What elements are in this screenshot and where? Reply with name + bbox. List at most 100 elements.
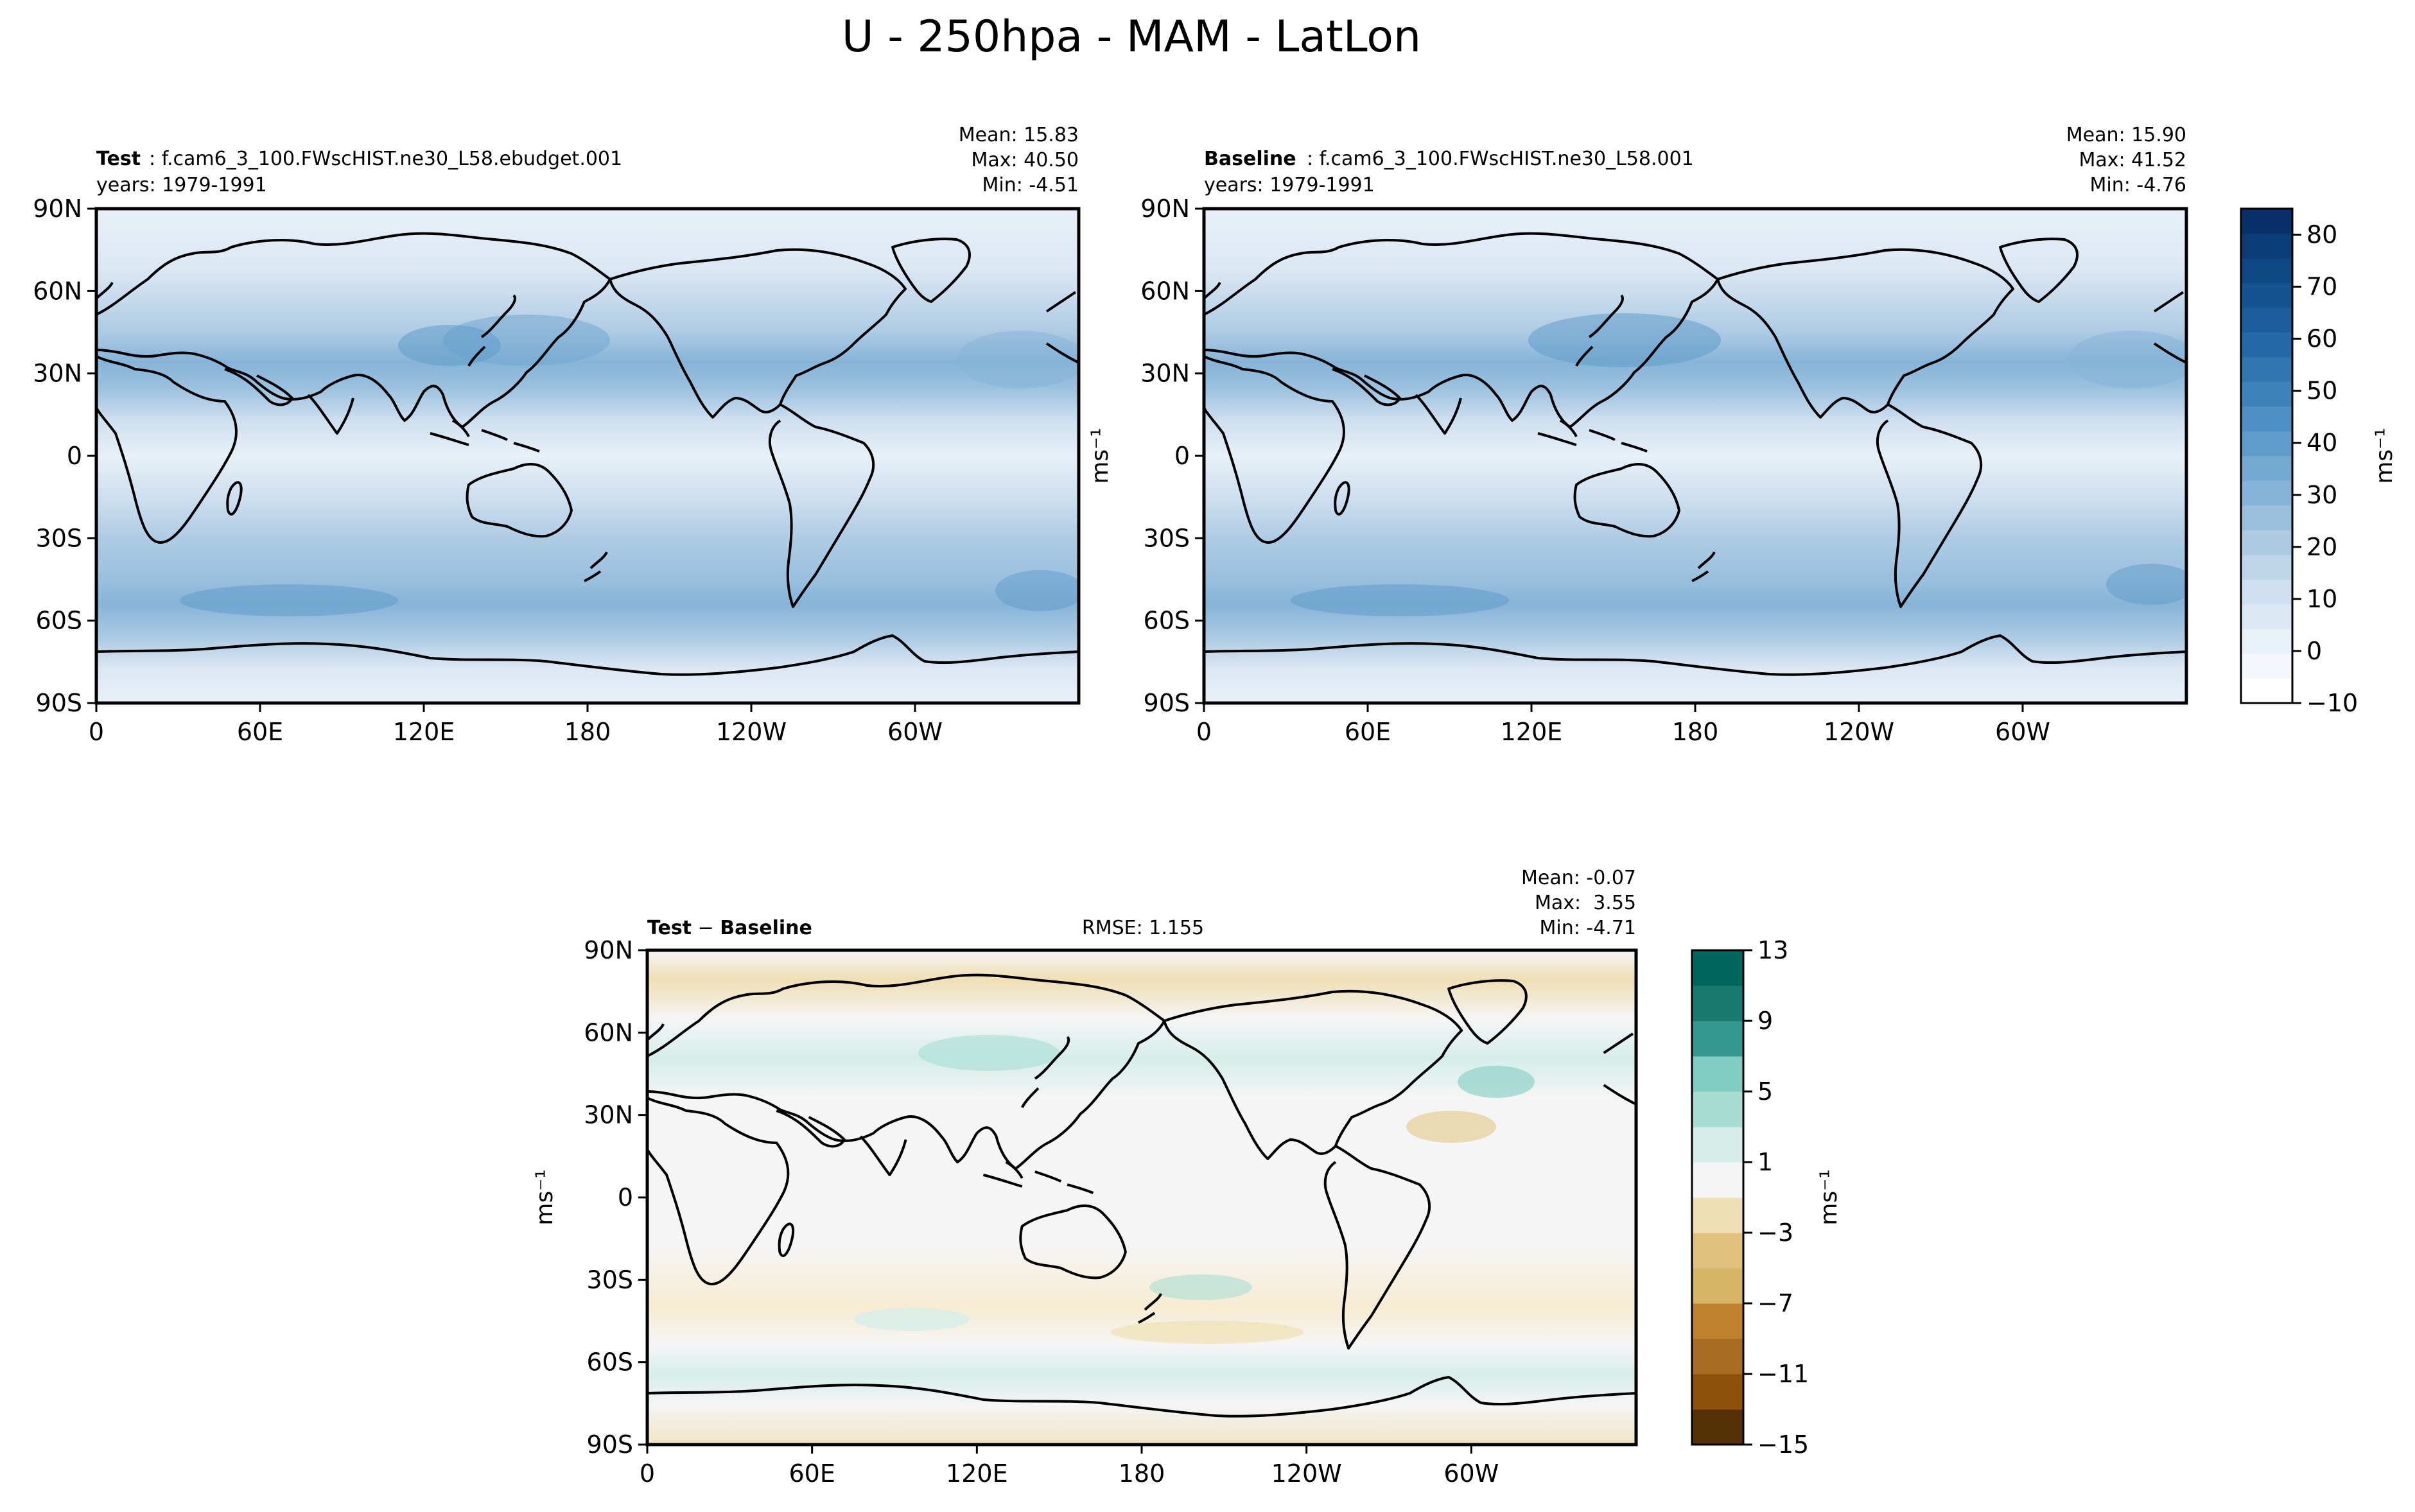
colorbar-tick-label: −3 bbox=[1757, 1219, 1793, 1247]
colorbar-segment bbox=[2241, 480, 2292, 506]
diff-label-baseline: Baseline bbox=[720, 917, 812, 939]
test-field bbox=[96, 209, 1079, 703]
colorbar-tick-label: −10 bbox=[2306, 689, 2358, 717]
colorbar-segment bbox=[2241, 209, 2292, 234]
x-tick-label: 120E bbox=[393, 718, 455, 746]
colorbar-segment bbox=[2241, 258, 2292, 283]
test-panel: Test : f.cam6_3_100.FWscHIST.ne30_L58.eb… bbox=[33, 124, 1081, 746]
diff-rmse: RMSE: 1.155 bbox=[1082, 917, 1204, 939]
colorbar-tick-label: 9 bbox=[1757, 1007, 1773, 1035]
colorbar-segment bbox=[1692, 1409, 1743, 1445]
top-colorbar-units: ms⁻¹ bbox=[2371, 428, 2398, 483]
test-label-case: : f.cam6_3_100.FWscHIST.ne30_L58.ebudget… bbox=[149, 148, 622, 170]
diff-xticks: 0 60E 120E 180 120W 60W bbox=[640, 1445, 1499, 1488]
diff-blob-3 bbox=[1406, 1111, 1496, 1143]
x-tick-label: 60W bbox=[1995, 718, 2050, 746]
colorbar-tick-label: 20 bbox=[2306, 533, 2337, 561]
y-tick-label: 60S bbox=[36, 607, 82, 635]
diff-left-units-label: ms⁻¹ bbox=[532, 1169, 558, 1225]
colorbar-tick-label: 10 bbox=[2306, 585, 2337, 613]
test-label-bold: Test bbox=[96, 148, 141, 170]
colorbar-tick-label: −15 bbox=[1757, 1430, 1809, 1459]
colorbar-frame bbox=[1691, 949, 1745, 1446]
test-jet-core-atlantic bbox=[957, 331, 1079, 388]
test-xticks: 0 60E 120E 180 120W 60W bbox=[89, 703, 943, 746]
y-tick-label: 30N bbox=[1140, 360, 1190, 388]
diff-field bbox=[647, 950, 1636, 1445]
colorbar-segment bbox=[2241, 604, 2292, 629]
colorbar-segment bbox=[2241, 381, 2292, 407]
x-tick-label: 60E bbox=[1345, 718, 1391, 746]
y-tick-label: 30S bbox=[36, 524, 82, 552]
baseline-yticks: 90N 60N 30N 0 30S 60S 90S bbox=[1140, 195, 1204, 717]
colorbar-segment bbox=[1692, 1056, 1743, 1092]
colorbar-tick-label: 30 bbox=[2306, 481, 2337, 509]
baseline-jet-core-south-atl bbox=[2106, 564, 2186, 605]
colorbar-segment bbox=[2241, 555, 2292, 580]
x-tick-label: 120W bbox=[1824, 718, 1894, 746]
colorbar-segment bbox=[1692, 1233, 1743, 1269]
test-jet-core-south bbox=[180, 584, 398, 616]
top-colorbar: 80 70 60 50 40 30 20 10 0 −10 bbox=[2240, 207, 2358, 717]
diff-blob-2 bbox=[1458, 1066, 1535, 1098]
diff-min: Min: -4.71 bbox=[1540, 917, 1637, 939]
colorbar-segment bbox=[1692, 1339, 1743, 1375]
colorbar-tick-label: −11 bbox=[1757, 1360, 1809, 1388]
colorbar-segment bbox=[2241, 282, 2292, 308]
baseline-mean: Mean: 15.90 bbox=[2066, 124, 2186, 146]
test-jet-core-asia bbox=[398, 325, 501, 366]
test-max: Max: 40.50 bbox=[971, 149, 1079, 171]
colorbar-segment bbox=[1692, 1162, 1743, 1198]
colorbar-segment bbox=[2241, 332, 2292, 358]
colorbar-tick-label: 60 bbox=[2306, 325, 2337, 353]
diff-mean: Mean: -0.07 bbox=[1521, 867, 1636, 889]
colorbar-tick-label: −7 bbox=[1757, 1289, 1793, 1317]
difference-panel: Test − Baseline RMSE: 1.155 Mean: -0.07 … bbox=[584, 867, 1638, 1488]
test-yticks: 90N 60N 30N 0 30S 60S 90S bbox=[33, 195, 96, 717]
x-tick-label: 0 bbox=[640, 1459, 655, 1488]
diff-label-test: Test bbox=[647, 917, 692, 939]
y-tick-label: 30S bbox=[1144, 524, 1190, 552]
colorbar-tick-label: 70 bbox=[2306, 273, 2337, 301]
y-tick-label: 60S bbox=[1144, 607, 1190, 635]
colorbar-segment bbox=[2241, 456, 2292, 481]
baseline-max: Max: 41.52 bbox=[2079, 149, 2186, 171]
colorbar-segment bbox=[1692, 1091, 1743, 1127]
y-tick-label: 0 bbox=[1174, 442, 1190, 470]
baseline-xticks: 0 60E 120E 180 120W 60W bbox=[1196, 703, 2050, 746]
colorbar-segment bbox=[1692, 950, 1743, 986]
colorbar-tick-label: 0 bbox=[2306, 637, 2322, 665]
test-min: Min: -4.51 bbox=[982, 174, 1079, 196]
colorbar-segment bbox=[2241, 431, 2292, 456]
colorbar-segment bbox=[2241, 308, 2292, 333]
colorbar-segment bbox=[2241, 530, 2292, 555]
y-tick-label: 0 bbox=[618, 1183, 633, 1212]
colorbar-tick-label: 50 bbox=[2306, 377, 2337, 405]
colorbar-tick-label: 80 bbox=[2306, 221, 2337, 249]
test-jet-core-south-atl bbox=[995, 570, 1079, 611]
baseline-years: years: 1979-1991 bbox=[1204, 174, 1375, 196]
colorbar-segment bbox=[2241, 678, 2292, 704]
colorbar-tick-label: 1 bbox=[1757, 1148, 1773, 1176]
colorbar-segment bbox=[1692, 1021, 1743, 1057]
diff-max: Max: 3.55 bbox=[1535, 892, 1636, 914]
x-tick-label: 180 bbox=[1119, 1459, 1165, 1488]
colorbar-segment bbox=[2241, 233, 2292, 259]
colorbar-segment bbox=[2241, 357, 2292, 382]
x-tick-label: 60E bbox=[789, 1459, 835, 1488]
x-tick-label: 120E bbox=[1501, 718, 1563, 746]
y-tick-label: 90S bbox=[1144, 689, 1190, 717]
diff-yticks: 90N 60N 30N 0 30S 60S 90S bbox=[584, 936, 647, 1459]
y-tick-label: 90N bbox=[584, 936, 633, 964]
colorbar-segment bbox=[2241, 629, 2292, 654]
colorbar-tick-label: 40 bbox=[2306, 429, 2337, 457]
y-tick-label: 90N bbox=[33, 195, 82, 223]
y-tick-label: 30S bbox=[587, 1265, 633, 1294]
colorbar-segment bbox=[1692, 1127, 1743, 1163]
x-tick-label: 60W bbox=[887, 718, 943, 746]
baseline-jet-core-south bbox=[1291, 584, 1509, 616]
colorbar-tick-label: 13 bbox=[1757, 936, 1788, 964]
x-tick-label: 0 bbox=[89, 718, 104, 746]
colorbar-segment bbox=[2241, 654, 2292, 679]
